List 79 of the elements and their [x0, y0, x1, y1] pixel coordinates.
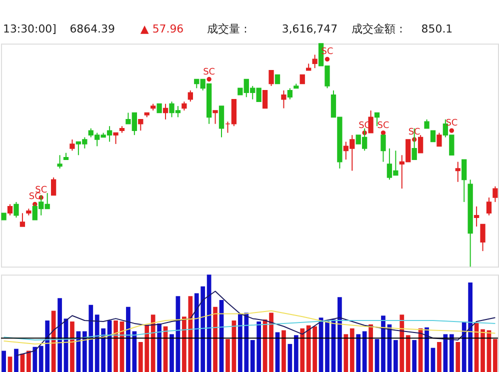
- candlestick: [474, 206, 480, 228]
- series-label: SC: [28, 192, 41, 202]
- text: SC: [377, 120, 390, 131]
- bar: [170, 334, 174, 372]
- text: SC: [203, 67, 216, 78]
- bar: [58, 298, 62, 372]
- bar: [157, 323, 162, 372]
- candlestick: [262, 90, 268, 109]
- bar: [114, 320, 118, 372]
- candlestick: [436, 132, 442, 147]
- candlestick: [162, 103, 168, 120]
- point: [380, 130, 386, 136]
- candlestick: [268, 70, 274, 86]
- text: 成交量 :: [207, 22, 248, 36]
- bar: [480, 329, 485, 372]
- bar: [406, 335, 410, 372]
- bar: [356, 334, 361, 372]
- candlestick: [188, 90, 193, 102]
- bar: [400, 314, 404, 372]
- bar: [374, 339, 380, 372]
- bar: [394, 340, 398, 372]
- candlestick: [57, 154, 62, 170]
- bar: [288, 344, 292, 372]
- candlestick: [462, 159, 467, 202]
- bar: [282, 330, 286, 372]
- point: [206, 76, 212, 82]
- candlestick: [7, 204, 13, 216]
- text: SC: [446, 118, 458, 129]
- bar: [325, 322, 330, 372]
- point: [324, 56, 330, 62]
- bar: [368, 324, 373, 372]
- text: 3,616,747: [282, 22, 338, 36]
- candlestick: [492, 186, 498, 202]
- bar: [213, 306, 218, 372]
- bar: [275, 332, 280, 372]
- text: 13:30:00]: [2, 22, 56, 36]
- bar: [2, 350, 6, 372]
- bar: [26, 350, 31, 372]
- bar: [381, 316, 386, 372]
- bar: [294, 335, 298, 372]
- bar: [32, 346, 38, 372]
- bar: [70, 322, 74, 372]
- bar: [437, 342, 442, 372]
- candlestick: [486, 197, 492, 216]
- bar: [456, 342, 460, 372]
- bar: [8, 356, 12, 372]
- candlestick: [430, 130, 436, 142]
- bar: [493, 339, 498, 372]
- candlestick: [14, 201, 19, 218]
- text: 6864.39: [70, 22, 115, 36]
- candlestick: [138, 118, 144, 132]
- candlestick: [70, 139, 75, 152]
- bar: [226, 339, 230, 372]
- bar: [150, 314, 156, 372]
- candlestick: [312, 54, 318, 69]
- bar: [344, 334, 348, 372]
- candlestick: [50, 176, 56, 196]
- candlestick: [281, 90, 286, 109]
- text: 成交金額 :: [352, 22, 403, 36]
- bar: [300, 328, 305, 372]
- bar: [449, 334, 454, 372]
- bar: [350, 328, 354, 372]
- bar: [362, 331, 367, 372]
- bar: [424, 327, 429, 372]
- candlestick: [113, 132, 118, 144]
- bar: [338, 297, 342, 372]
- candlestick: [212, 110, 218, 124]
- point: [449, 128, 454, 133]
- text: 850.1: [421, 22, 453, 36]
- candlestick: [480, 224, 486, 252]
- candlestick: [455, 161, 460, 182]
- candlestick: [287, 88, 293, 100]
- text: ▲ 57.96: [140, 22, 184, 36]
- bar: [412, 340, 417, 372]
- bar: [430, 348, 436, 372]
- bar: [269, 312, 274, 372]
- candlestick: [20, 212, 26, 228]
- bar: [14, 348, 18, 372]
- candlestick: [218, 106, 224, 138]
